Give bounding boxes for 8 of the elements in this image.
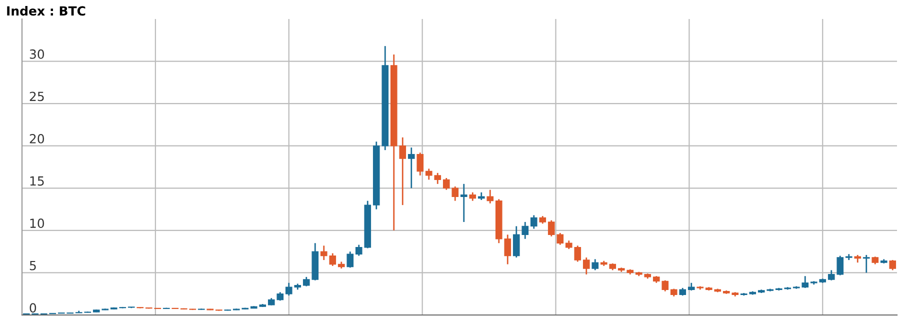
y-tick-label: 5 [30, 261, 36, 270]
y-tick-label: 20 [30, 134, 44, 144]
chart-title: Index : BTC [7, 6, 86, 16]
y-tick-label: 30 [30, 49, 44, 59]
y-tick-label: 25 [30, 92, 44, 102]
y-tick-label: 0 [30, 303, 36, 313]
y-tick-label: 10 [30, 218, 44, 228]
y-tick-label: 15 [30, 176, 44, 186]
